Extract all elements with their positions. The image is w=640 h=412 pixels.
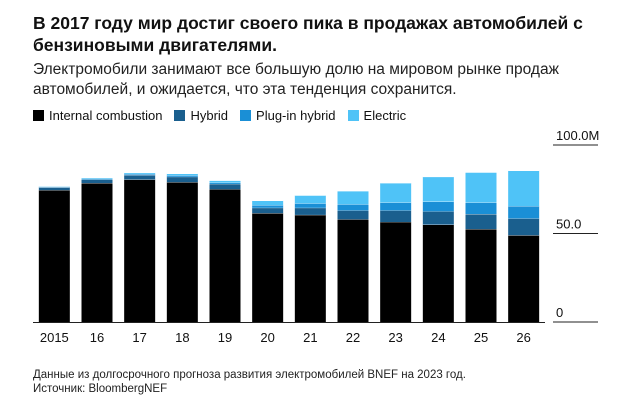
- x-tick-label: 25: [474, 330, 488, 345]
- bar-segment: [124, 175, 156, 180]
- legend-label: Plug-in hybrid: [256, 107, 336, 123]
- x-tick-label: 19: [218, 330, 232, 345]
- bar-segment: [252, 213, 284, 322]
- bar-segment: [209, 183, 241, 190]
- legend-label: Hybrid: [190, 107, 229, 123]
- bar-segment: [465, 214, 497, 230]
- x-tick-label: 23: [388, 330, 402, 345]
- x-tick-label: 22: [346, 330, 360, 345]
- bar-segment: [508, 235, 540, 322]
- bar-segment: [81, 177, 113, 179]
- legend-swatch: [240, 109, 252, 121]
- legend-label: Electric: [363, 107, 407, 123]
- legend-swatch: [174, 109, 186, 121]
- bar-segment: [337, 210, 369, 220]
- x-tick-label: 17: [132, 330, 146, 345]
- bar-segment: [508, 218, 540, 236]
- legend-swatch: [347, 109, 359, 121]
- legend-label: Internal combustion: [49, 107, 163, 123]
- bar-segment: [166, 175, 198, 177]
- bar-segment: [465, 172, 497, 203]
- x-tick-label: 18: [175, 330, 189, 345]
- bar-segment: [508, 206, 540, 219]
- bar-segment: [252, 207, 284, 214]
- bar-segment: [422, 211, 454, 225]
- y-tick-label: 0: [556, 305, 563, 320]
- bar-segment: [380, 210, 412, 222]
- x-tick-label: 16: [90, 330, 104, 345]
- bar-segment: [166, 182, 198, 322]
- y-tick-label: 100.0M: [556, 128, 599, 143]
- footer-note: Данные из долгосрочного прогноза развити…: [33, 369, 466, 381]
- legend-swatch: [33, 109, 44, 121]
- bar-segment: [209, 182, 241, 184]
- x-tick-label: 2015: [40, 330, 69, 345]
- legend-item-electric: Electric: [347, 107, 407, 123]
- bar-segment: [81, 183, 113, 322]
- bar-segment: [337, 204, 369, 211]
- bar-segment: [422, 224, 454, 322]
- bar-segment: [81, 178, 113, 180]
- x-tick-label: 20: [260, 330, 274, 345]
- bar-segment: [124, 179, 156, 322]
- x-tick-label: 21: [303, 330, 317, 345]
- bar-segment: [294, 195, 326, 204]
- legend-item-internal-combustion: Internal combustion: [33, 108, 162, 123]
- bar-segment: [38, 190, 70, 322]
- bar-segment: [294, 203, 326, 208]
- y-tick-label: 50.0: [556, 217, 581, 232]
- bar-segment: [337, 191, 369, 205]
- bar-segment: [380, 202, 412, 211]
- bar-segment: [209, 189, 241, 322]
- bar-segment: [166, 176, 198, 183]
- bar-segment: [124, 174, 156, 176]
- bar-segment: [380, 221, 412, 322]
- footer-source: Источник: BloombergNEF: [33, 383, 168, 395]
- chart-subtitle: Электромобили занимают все большую долю …: [33, 61, 559, 98]
- bar-segment: [422, 176, 454, 202]
- x-tick-label: 26: [516, 330, 530, 345]
- bar-segment: [38, 187, 70, 191]
- bar-segment: [465, 202, 497, 215]
- bar-segment: [422, 201, 454, 212]
- bar-segment: [252, 200, 284, 206]
- legend: Internal combustion Hybrid Plug-in hybri…: [33, 106, 418, 124]
- bar-segment: [465, 229, 497, 322]
- bar-segment: [166, 173, 198, 176]
- x-tick-label: 24: [431, 330, 445, 345]
- bar-segment: [337, 219, 369, 322]
- bar-segment: [294, 214, 326, 322]
- bar-segment: [508, 170, 540, 207]
- chart-title: В 2017 году мир достиг своего пика в про…: [33, 13, 583, 55]
- bar-segment: [380, 183, 412, 203]
- bar-segment: [209, 180, 241, 183]
- legend-item-plug-in-hybrid: Plug-in hybrid: [240, 108, 336, 123]
- bar-segment: [252, 205, 284, 208]
- footer: Данные из долгосрочного прогноза развити…: [33, 368, 466, 396]
- bar-segment: [294, 207, 326, 215]
- bar-segment: [81, 179, 113, 184]
- legend-item-hybrid: Hybrid: [174, 108, 228, 123]
- bar-segment: [124, 172, 156, 175]
